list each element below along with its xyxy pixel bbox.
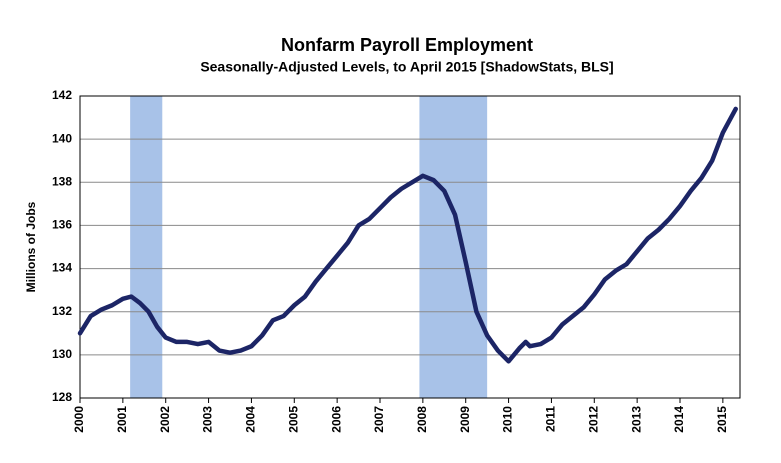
y-tick-label: 130 xyxy=(52,347,72,361)
x-tick-label: 2009 xyxy=(458,406,472,433)
chart-title: Nonfarm Payroll Employment xyxy=(281,35,533,55)
x-tick-label: 2011 xyxy=(544,406,558,432)
y-tick-label: 136 xyxy=(52,218,72,232)
x-tick-label: 2002 xyxy=(158,406,172,433)
plot-frame xyxy=(79,95,741,399)
x-tick-label: 2003 xyxy=(201,406,215,433)
y-tick-label: 132 xyxy=(52,304,72,318)
x-tick-label: 2000 xyxy=(72,406,86,433)
x-tick-label: 2008 xyxy=(415,406,429,433)
x-tick-label: 2013 xyxy=(629,406,643,433)
recession-shade xyxy=(419,96,488,398)
x-tick-label: 2015 xyxy=(715,406,729,433)
x-tick-label: 2010 xyxy=(501,406,515,433)
y-tick-label: 142 xyxy=(52,88,72,102)
x-tick-label: 2001 xyxy=(115,406,129,433)
y-tick-label: 138 xyxy=(52,174,72,188)
x-tick-label: 2006 xyxy=(329,406,343,433)
x-tick-label: 2014 xyxy=(672,406,686,433)
x-tick-label: 2004 xyxy=(244,406,258,433)
chart-subtitle: Seasonally-Adjusted Levels, to April 201… xyxy=(200,59,613,75)
y-tick-label: 140 xyxy=(52,131,72,145)
x-tick-label: 2007 xyxy=(372,406,386,433)
x-tick-label: 2005 xyxy=(286,406,300,433)
recession-shade xyxy=(130,96,163,398)
y-tick-label: 128 xyxy=(52,390,72,404)
data-line xyxy=(77,106,738,364)
x-tick-label: 2012 xyxy=(586,406,600,433)
y-axis-label: Millions of Jobs xyxy=(24,201,38,292)
y-tick-label: 134 xyxy=(52,261,72,275)
